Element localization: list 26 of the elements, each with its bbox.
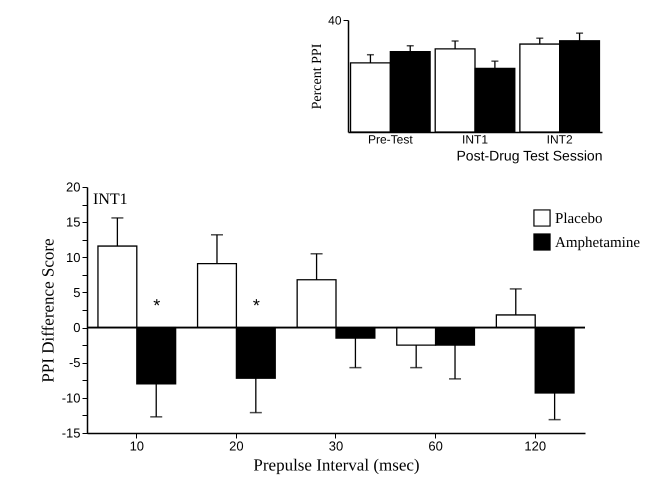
- x-tick-label: Pre-Test: [368, 132, 414, 146]
- x-tick-label: 20: [229, 438, 244, 454]
- y-tick-label: 20: [66, 180, 80, 194]
- legend-label: Amphetamine: [555, 235, 640, 251]
- y-tick-label: 5: [73, 284, 80, 300]
- x-tick-label: 120: [524, 438, 546, 454]
- x-tick-label: INT2: [546, 132, 573, 146]
- y-tick-label: 40: [328, 14, 342, 28]
- y-tick-label: -15: [62, 426, 80, 440]
- annotation: INT1: [93, 191, 128, 208]
- y-axis-title: PPI Difference Score: [38, 238, 58, 383]
- y-tick-label: 0: [73, 320, 80, 336]
- y-tick-label: -5: [68, 355, 80, 370]
- x-tick-label: 10: [130, 438, 144, 454]
- x-axis-title: Prepulse Interval (msec): [253, 456, 420, 474]
- x-axis-title: Post-Drug Test Session: [456, 148, 602, 164]
- annotation: *: [252, 295, 260, 316]
- legend-label: Placebo: [555, 211, 602, 227]
- y-tick-label: -10: [62, 390, 80, 406]
- annotation: *: [153, 295, 160, 316]
- x-tick-label: 30: [328, 438, 344, 454]
- y-axis-title: Percent PPI: [310, 43, 326, 110]
- y-tick-label: 15: [66, 214, 80, 230]
- x-tick-label: INT1: [462, 132, 488, 146]
- x-tick-label: 60: [428, 438, 443, 454]
- y-tick-label: 10: [66, 250, 80, 265]
